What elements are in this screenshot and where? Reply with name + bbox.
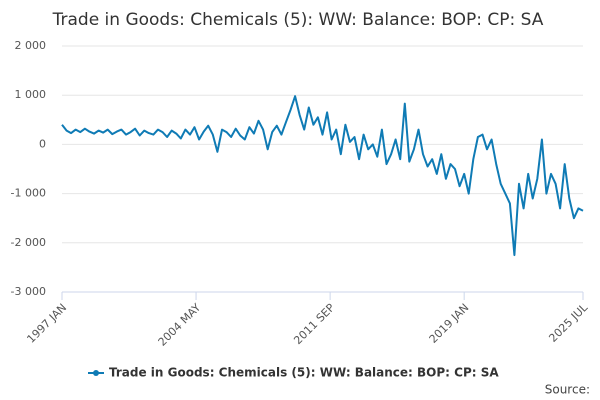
x-tick-label: 2004 MAY xyxy=(156,301,204,349)
y-tick-label: -3 000 xyxy=(11,285,46,298)
chart-title: Trade in Goods: Chemicals (5): WW: Balan… xyxy=(52,10,544,30)
y-tick-label: 0 xyxy=(39,137,46,150)
x-tick-label: 2011 SEP xyxy=(291,301,337,347)
x-tick-label: 1997 JAN xyxy=(24,301,69,346)
data-line xyxy=(61,95,584,257)
y-tick-label: 2 000 xyxy=(15,39,47,52)
source: Source: xyxy=(545,383,590,397)
x-tick-label: 2019 JAN xyxy=(427,301,472,346)
legend-label: Trade in Goods: Chemicals (5): WW: Balan… xyxy=(109,366,499,380)
x-tick-label: 2025 JUL xyxy=(546,300,590,344)
y-tick-label: -2 000 xyxy=(11,236,46,249)
legend-marker xyxy=(93,370,99,376)
y-tick-label: 1 000 xyxy=(15,88,47,101)
y-tick-label: -1 000 xyxy=(11,187,46,200)
